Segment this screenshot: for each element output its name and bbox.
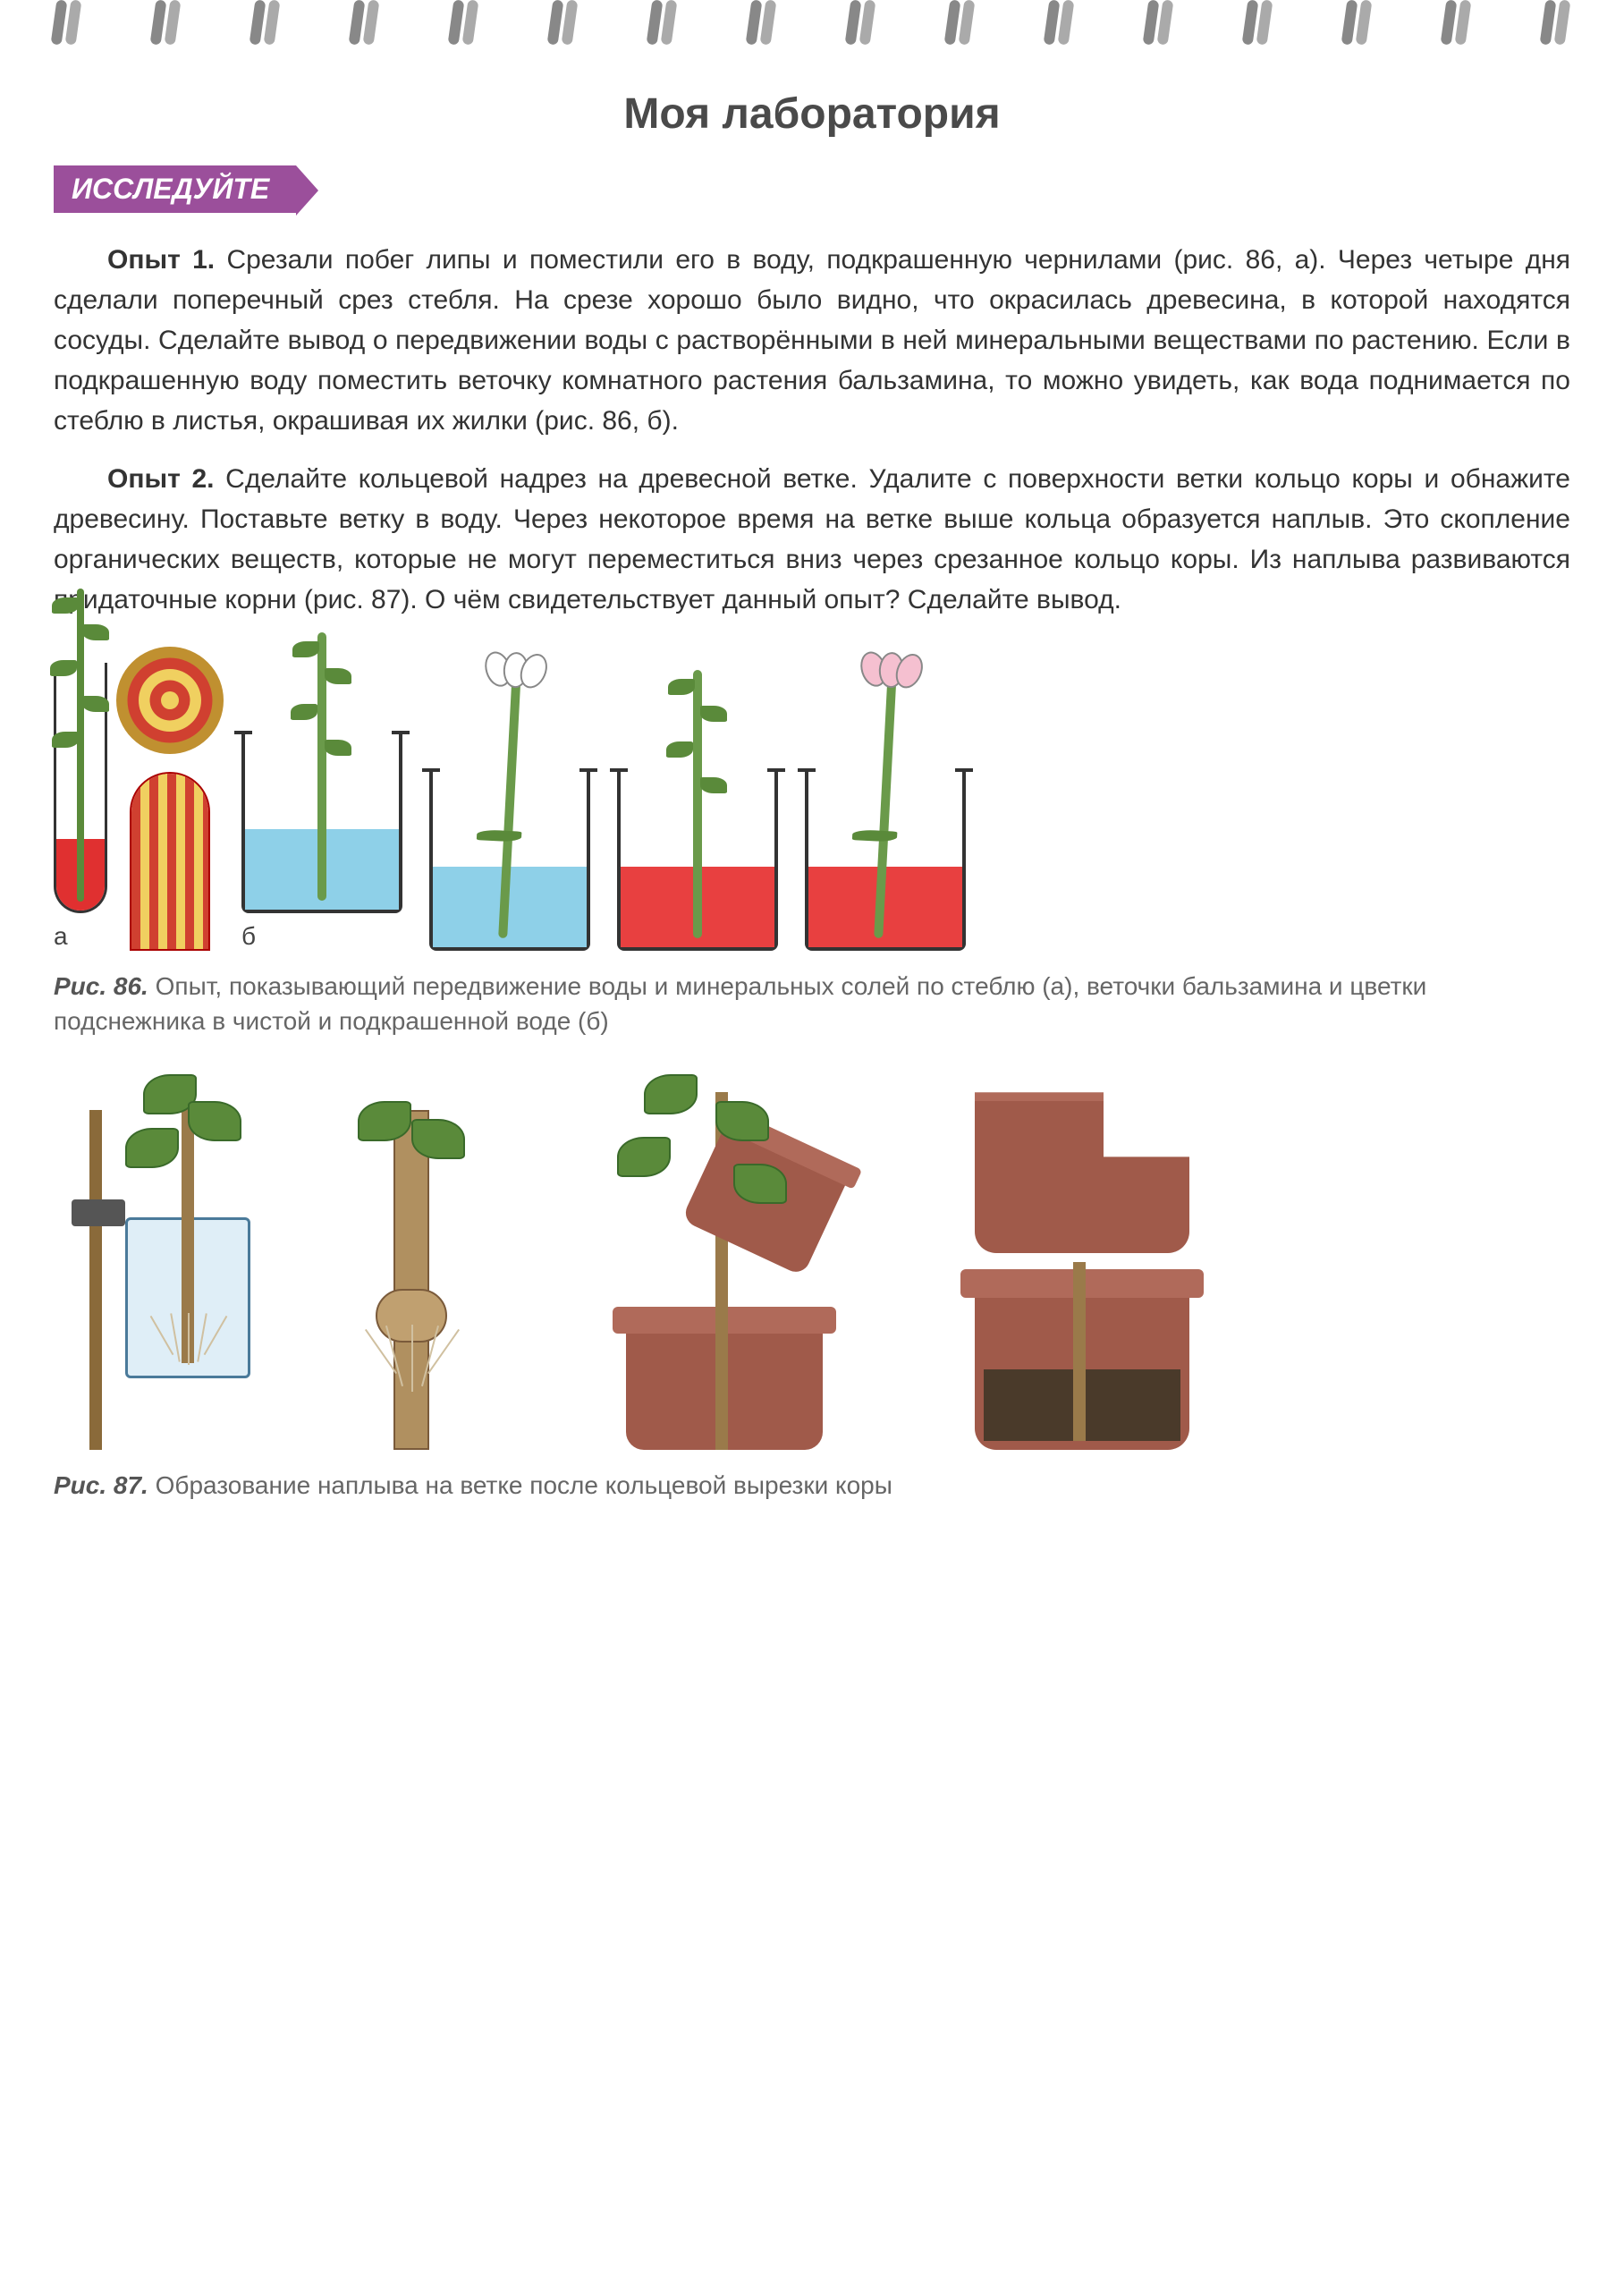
beaker-red-snowdrop-icon: [805, 772, 966, 951]
page-title: Моя лаборатория: [54, 89, 1570, 139]
spiral-binding: [0, 0, 1624, 72]
experiment-2-text: Опыт 2. Сделайте кольцевой надрез на дре…: [54, 459, 1570, 620]
lab-stand-icon: [54, 1092, 286, 1450]
fig87-number: Рис. 87.: [54, 1471, 148, 1499]
exp1-body: Срезали побег липы и поместили его в вод…: [54, 245, 1570, 436]
fig87-caption-text: Образование наплыва на ветке после кольц…: [156, 1471, 892, 1499]
page-content: Моя лаборатория ИССЛЕДУЙТЕ Опыт 1. Среза…: [0, 72, 1624, 1584]
beaker-clear-balsam-icon: [241, 734, 402, 913]
fig86-panel-b: б: [241, 734, 1570, 951]
figure-87: Рис. 87. Образование наплыва на ветке по…: [54, 1074, 1570, 1503]
exp2-label: Опыт 2.: [107, 464, 214, 494]
figure-86: а: [54, 647, 1570, 1038]
exp2-body: Сделайте кольцевой надрез на древесной в…: [54, 464, 1570, 614]
nested-pots-icon: [948, 1074, 1216, 1450]
fig86-caption-text: Опыт, показывающий передвижение воды и м…: [54, 972, 1426, 1035]
fig86-panel-a: а: [54, 647, 224, 951]
test-tube-icon: [54, 663, 107, 913]
experiment-1-text: Опыт 1. Срезали побег липы и поместили е…: [54, 240, 1570, 441]
stem-long-section-icon: [130, 772, 210, 951]
beaker-red-balsam-icon: [617, 772, 778, 951]
panel-b-label: б: [241, 922, 402, 951]
panel-a-label: а: [54, 922, 107, 951]
air-layering-pot-icon: [537, 1074, 912, 1450]
callus-detail-icon: [322, 1110, 501, 1450]
fig86-caption: Рис. 86. Опыт, показывающий передвижение…: [54, 969, 1570, 1038]
stem-cross-section-icon: [116, 647, 224, 754]
exp1-label: Опыт 1.: [107, 245, 215, 275]
beaker-clear-snowdrop-icon: [429, 772, 590, 951]
section-tag: ИССЛЕДУЙТЕ: [54, 165, 296, 213]
fig87-caption: Рис. 87. Образование наплыва на ветке по…: [54, 1468, 1570, 1503]
fig86-number: Рис. 86.: [54, 972, 148, 1000]
